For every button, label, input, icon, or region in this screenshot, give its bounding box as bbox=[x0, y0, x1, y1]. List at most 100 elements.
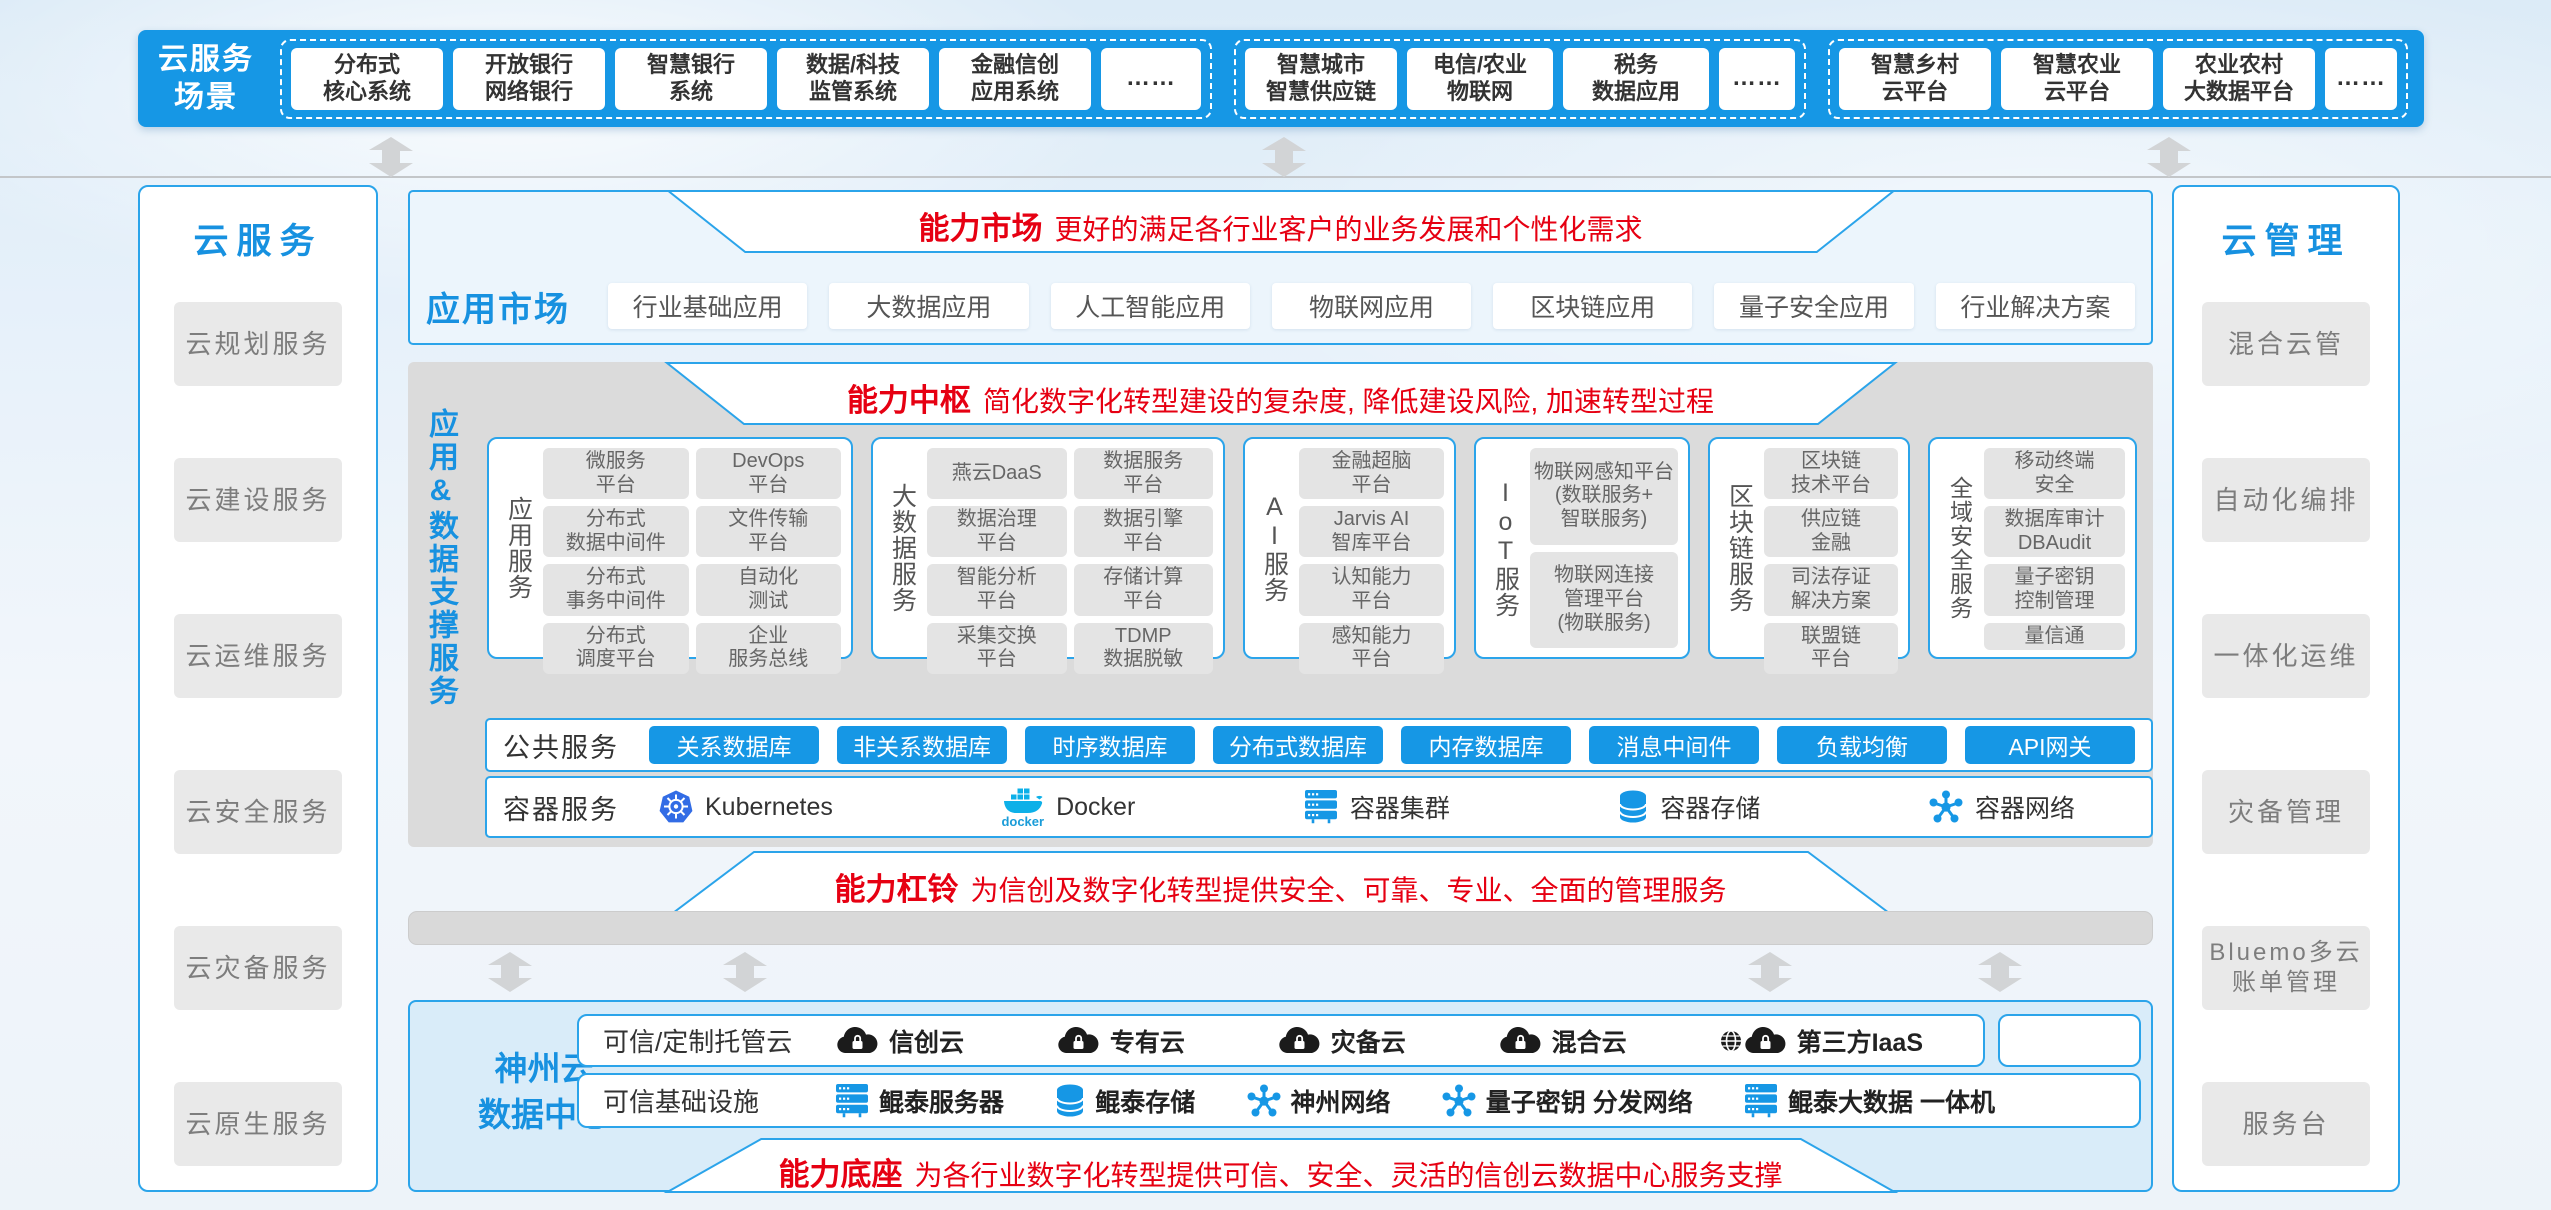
service-item: 分布式 调度平台 bbox=[543, 622, 689, 674]
scenario-group-finance: 分布式 核心系统 开放银行 网络银行 智慧银行 系统 数据/科技 监管系统 金融… bbox=[280, 38, 1212, 119]
sidebar-item-automation: 自动化编排 bbox=[2202, 458, 2370, 542]
trusted-infrastructure-row: 可信基础设施 鲲泰服务器 鲲泰存储 神州网络 量子密钥 分发网络 鲲泰大数据 一… bbox=[577, 1073, 2141, 1128]
public-service-item: 时序数据库 bbox=[1025, 726, 1195, 764]
sidebar-item-hybrid-cloud: 混合云管 bbox=[2202, 302, 2370, 386]
dc-item-xinchuang-cloud: 信创云 bbox=[835, 1023, 964, 1059]
flow-arrow-icon bbox=[1977, 952, 2023, 992]
dc-item-quantum-key-network: 量子密钥 分发网络 bbox=[1441, 1083, 1693, 1119]
service-item: 微服务 平台 bbox=[543, 448, 689, 500]
service-item: 司法存证 解决方案 bbox=[1764, 564, 1898, 616]
flow-arrow-icon bbox=[722, 952, 768, 992]
scenario-item-more: …… bbox=[1101, 47, 1201, 110]
docker-icon: docker bbox=[1001, 787, 1044, 828]
service-item: TDMP 数据脱敏 bbox=[1073, 622, 1213, 674]
public-service-item: 非关系数据库 bbox=[837, 726, 1007, 764]
card-ai-services: AI服务 金融超脑 平台 Jarvis AI 智库平台 认知能力 平台 感知能力… bbox=[1243, 437, 1456, 674]
barbell-base-bar bbox=[408, 911, 2153, 945]
scenario-item: 智慧银行 系统 bbox=[615, 47, 767, 110]
scenario-item: 农业农村 大数据平台 bbox=[2163, 47, 2315, 110]
cluster-icon bbox=[1303, 790, 1338, 824]
service-item: 自动化 测试 bbox=[695, 564, 841, 616]
cloud-lock-icon bbox=[835, 1025, 879, 1056]
card-app-services: 应用服务 微服务 平台 DevOps 平台 分布式 数据中间件 文件传输 平台 … bbox=[487, 437, 853, 674]
network-icon bbox=[1928, 790, 1963, 824]
service-item: 存储计算 平台 bbox=[1073, 564, 1213, 616]
card-security-services: 全域安全服务 移动终端 安全 数据库审计 DBAudit 量子密钥 控制管理 量… bbox=[1928, 437, 2137, 659]
scenario-item: 电信/农业 物联网 bbox=[1407, 47, 1553, 110]
network-icon bbox=[1246, 1083, 1281, 1118]
cloud-management-sidebar: 云管理 混合云管 自动化编排 一体化运维 灾备管理 Bluemo多云 账单管理 … bbox=[2172, 185, 2400, 1192]
service-item: 企业 服务总线 bbox=[695, 622, 841, 674]
public-service-item: 消息中间件 bbox=[1589, 726, 1759, 764]
dc-item-kuntai-server: 鲲泰服务器 bbox=[835, 1083, 1004, 1119]
capability-hub-panel: 能力中枢 简化数字化转型建设的复杂度, 降低建设风险, 加速转型过程 应用&数据支… bbox=[408, 362, 2153, 847]
app-data-support-label: 应用&数据支撑服务 bbox=[424, 408, 457, 708]
cloud-lock-icon bbox=[1277, 1025, 1321, 1056]
card-label: AI服务 bbox=[1260, 493, 1289, 603]
scenario-item: 开放银行 网络银行 bbox=[453, 47, 605, 110]
app-market-item: 量子安全应用 bbox=[1714, 283, 1914, 329]
sidebar-item-cloud-build: 云建设服务 bbox=[174, 458, 342, 542]
scenario-item: 智慧农业 云平台 bbox=[2001, 47, 2153, 110]
dc-item-hybrid-cloud: 混合云 bbox=[1498, 1023, 1627, 1059]
service-item: 采集交换 平台 bbox=[927, 622, 1067, 674]
cloud-lock-icon bbox=[1056, 1025, 1100, 1056]
card-label: 区块链服务 bbox=[1725, 483, 1754, 613]
service-item: 燕云DaaS bbox=[927, 448, 1067, 500]
dc-item-kuntai-bigdata-appliance: 鲲泰大数据 一体机 bbox=[1744, 1083, 1995, 1119]
dc-item-dr-cloud: 灾备云 bbox=[1277, 1023, 1406, 1059]
service-item: 量信通 bbox=[1984, 622, 2125, 651]
service-item: 智能分析 平台 bbox=[927, 564, 1067, 616]
banner-desc: 简化数字化转型建设的复杂度, 降低建设风险, 加速转型过程 bbox=[982, 386, 1715, 417]
container-services-row: 容器服务 Kubernetes docker Docker 容器集群 容器存储 bbox=[485, 776, 2153, 838]
capability-market-banner: 能力市场 更好的满足各行业客户的业务发展和个性化需求 bbox=[410, 190, 2151, 254]
service-item: 物联网感知平台 (数联服务+ 智联服务) bbox=[1530, 448, 1678, 545]
service-item: DevOps 平台 bbox=[695, 448, 841, 500]
sidebar-item-cloud-dr: 云灾备服务 bbox=[174, 926, 342, 1010]
container-item-label: 容器集群 bbox=[1349, 795, 1450, 823]
service-item: Jarvis AI 智库平台 bbox=[1299, 506, 1444, 558]
app-market-item: 行业基础应用 bbox=[608, 283, 808, 329]
app-market-label: 应用市场 bbox=[426, 290, 570, 329]
card-blockchain-services: 区块链服务 区块链 技术平台 供应链 金融 司法存证 解决方案 联盟链 平台 bbox=[1708, 437, 1910, 674]
app-market-row: 应用市场 行业基础应用 大数据应用 人工智能应用 物联网应用 区块链应用 量子安… bbox=[426, 282, 2135, 330]
capability-market-panel: 能力市场 更好的满足各行业客户的业务发展和个性化需求 应用市场 行业基础应用 大数… bbox=[408, 190, 2153, 345]
sidebar-title: 云管理 bbox=[2221, 222, 2351, 261]
service-cards: 应用服务 微服务 平台 DevOps 平台 分布式 数据中间件 文件传输 平台 … bbox=[487, 437, 2137, 674]
scenario-item: 数据/科技 监管系统 bbox=[777, 47, 929, 110]
card-bigdata-services: 大数据服务 燕云DaaS 数据服务 平台 数据治理 平台 数据引擎 平台 智能分… bbox=[871, 437, 1225, 674]
sidebar-item-cloud-native: 云原生服务 bbox=[174, 1082, 342, 1166]
app-market-item: 大数据应用 bbox=[829, 283, 1029, 329]
flow-arrow-icon bbox=[487, 952, 533, 992]
public-services-row: 公共服务 关系数据库 非关系数据库 时序数据库 分布式数据库 内存数据库 消息中… bbox=[485, 718, 2153, 772]
banner-title: 能力底座 bbox=[778, 1157, 903, 1192]
scenario-group-industry: 智慧城市 智慧供应链 电信/农业 物联网 税务 数据应用 …… bbox=[1234, 38, 1806, 119]
service-item: 数据治理 平台 bbox=[927, 506, 1067, 558]
public-service-item: 关系数据库 bbox=[649, 726, 819, 764]
service-item: 感知能力 平台 bbox=[1299, 622, 1444, 674]
capability-barbell-banner: 能力杠铃 为信创及数字化转型提供安全、可靠、专业、全面的管理服务 bbox=[408, 851, 2153, 915]
card-label: 大数据服务 bbox=[888, 483, 917, 613]
sidebar-items: 云规划服务 云建设服务 云运维服务 云安全服务 云灾备服务 云原生服务 bbox=[174, 302, 342, 1166]
service-item: 数据库审计 DBAudit bbox=[1984, 506, 2125, 558]
scenario-item: 智慧乡村 云平台 bbox=[1839, 47, 1991, 110]
sidebar-item-bluemo-billing: Bluemo多云 账单管理 bbox=[2202, 926, 2370, 1010]
scenario-item-more: …… bbox=[2325, 47, 2397, 110]
service-item: 联盟链 平台 bbox=[1764, 622, 1898, 674]
storage-icon bbox=[1618, 790, 1648, 824]
dc-item-shenzhou-network: 神州网络 bbox=[1246, 1083, 1391, 1119]
storage-icon bbox=[1055, 1083, 1085, 1118]
service-item: 供应链 金融 bbox=[1764, 506, 1898, 558]
app-market-item: 行业解决方案 bbox=[1935, 283, 2135, 329]
banner-desc: 为各行业数字化转型提供可信、安全、灵活的信创云数据中心服务支撑 bbox=[914, 1160, 1783, 1191]
banner-title: 能力中枢 bbox=[846, 383, 971, 418]
server-icon bbox=[835, 1083, 869, 1118]
banner-title: 能力市场 bbox=[918, 211, 1043, 246]
card-label: IoT服务 bbox=[1491, 478, 1520, 618]
trusted-managed-cloud-row: 可信/定制托管云 信创云 专有云 灾备云 混合云 bbox=[577, 1014, 1985, 1067]
flow-arrow-icon bbox=[368, 137, 414, 177]
public-service-item: 分布式数据库 bbox=[1213, 726, 1383, 764]
sidebar-item-integrated-ops: 一体化运维 bbox=[2202, 614, 2370, 698]
card-iot-services: IoT服务 物联网感知平台 (数联服务+ 智联服务) 物联网连接 管理平台 (物… bbox=[1474, 437, 1690, 659]
container-item-network: 容器网络 bbox=[1928, 789, 2075, 825]
